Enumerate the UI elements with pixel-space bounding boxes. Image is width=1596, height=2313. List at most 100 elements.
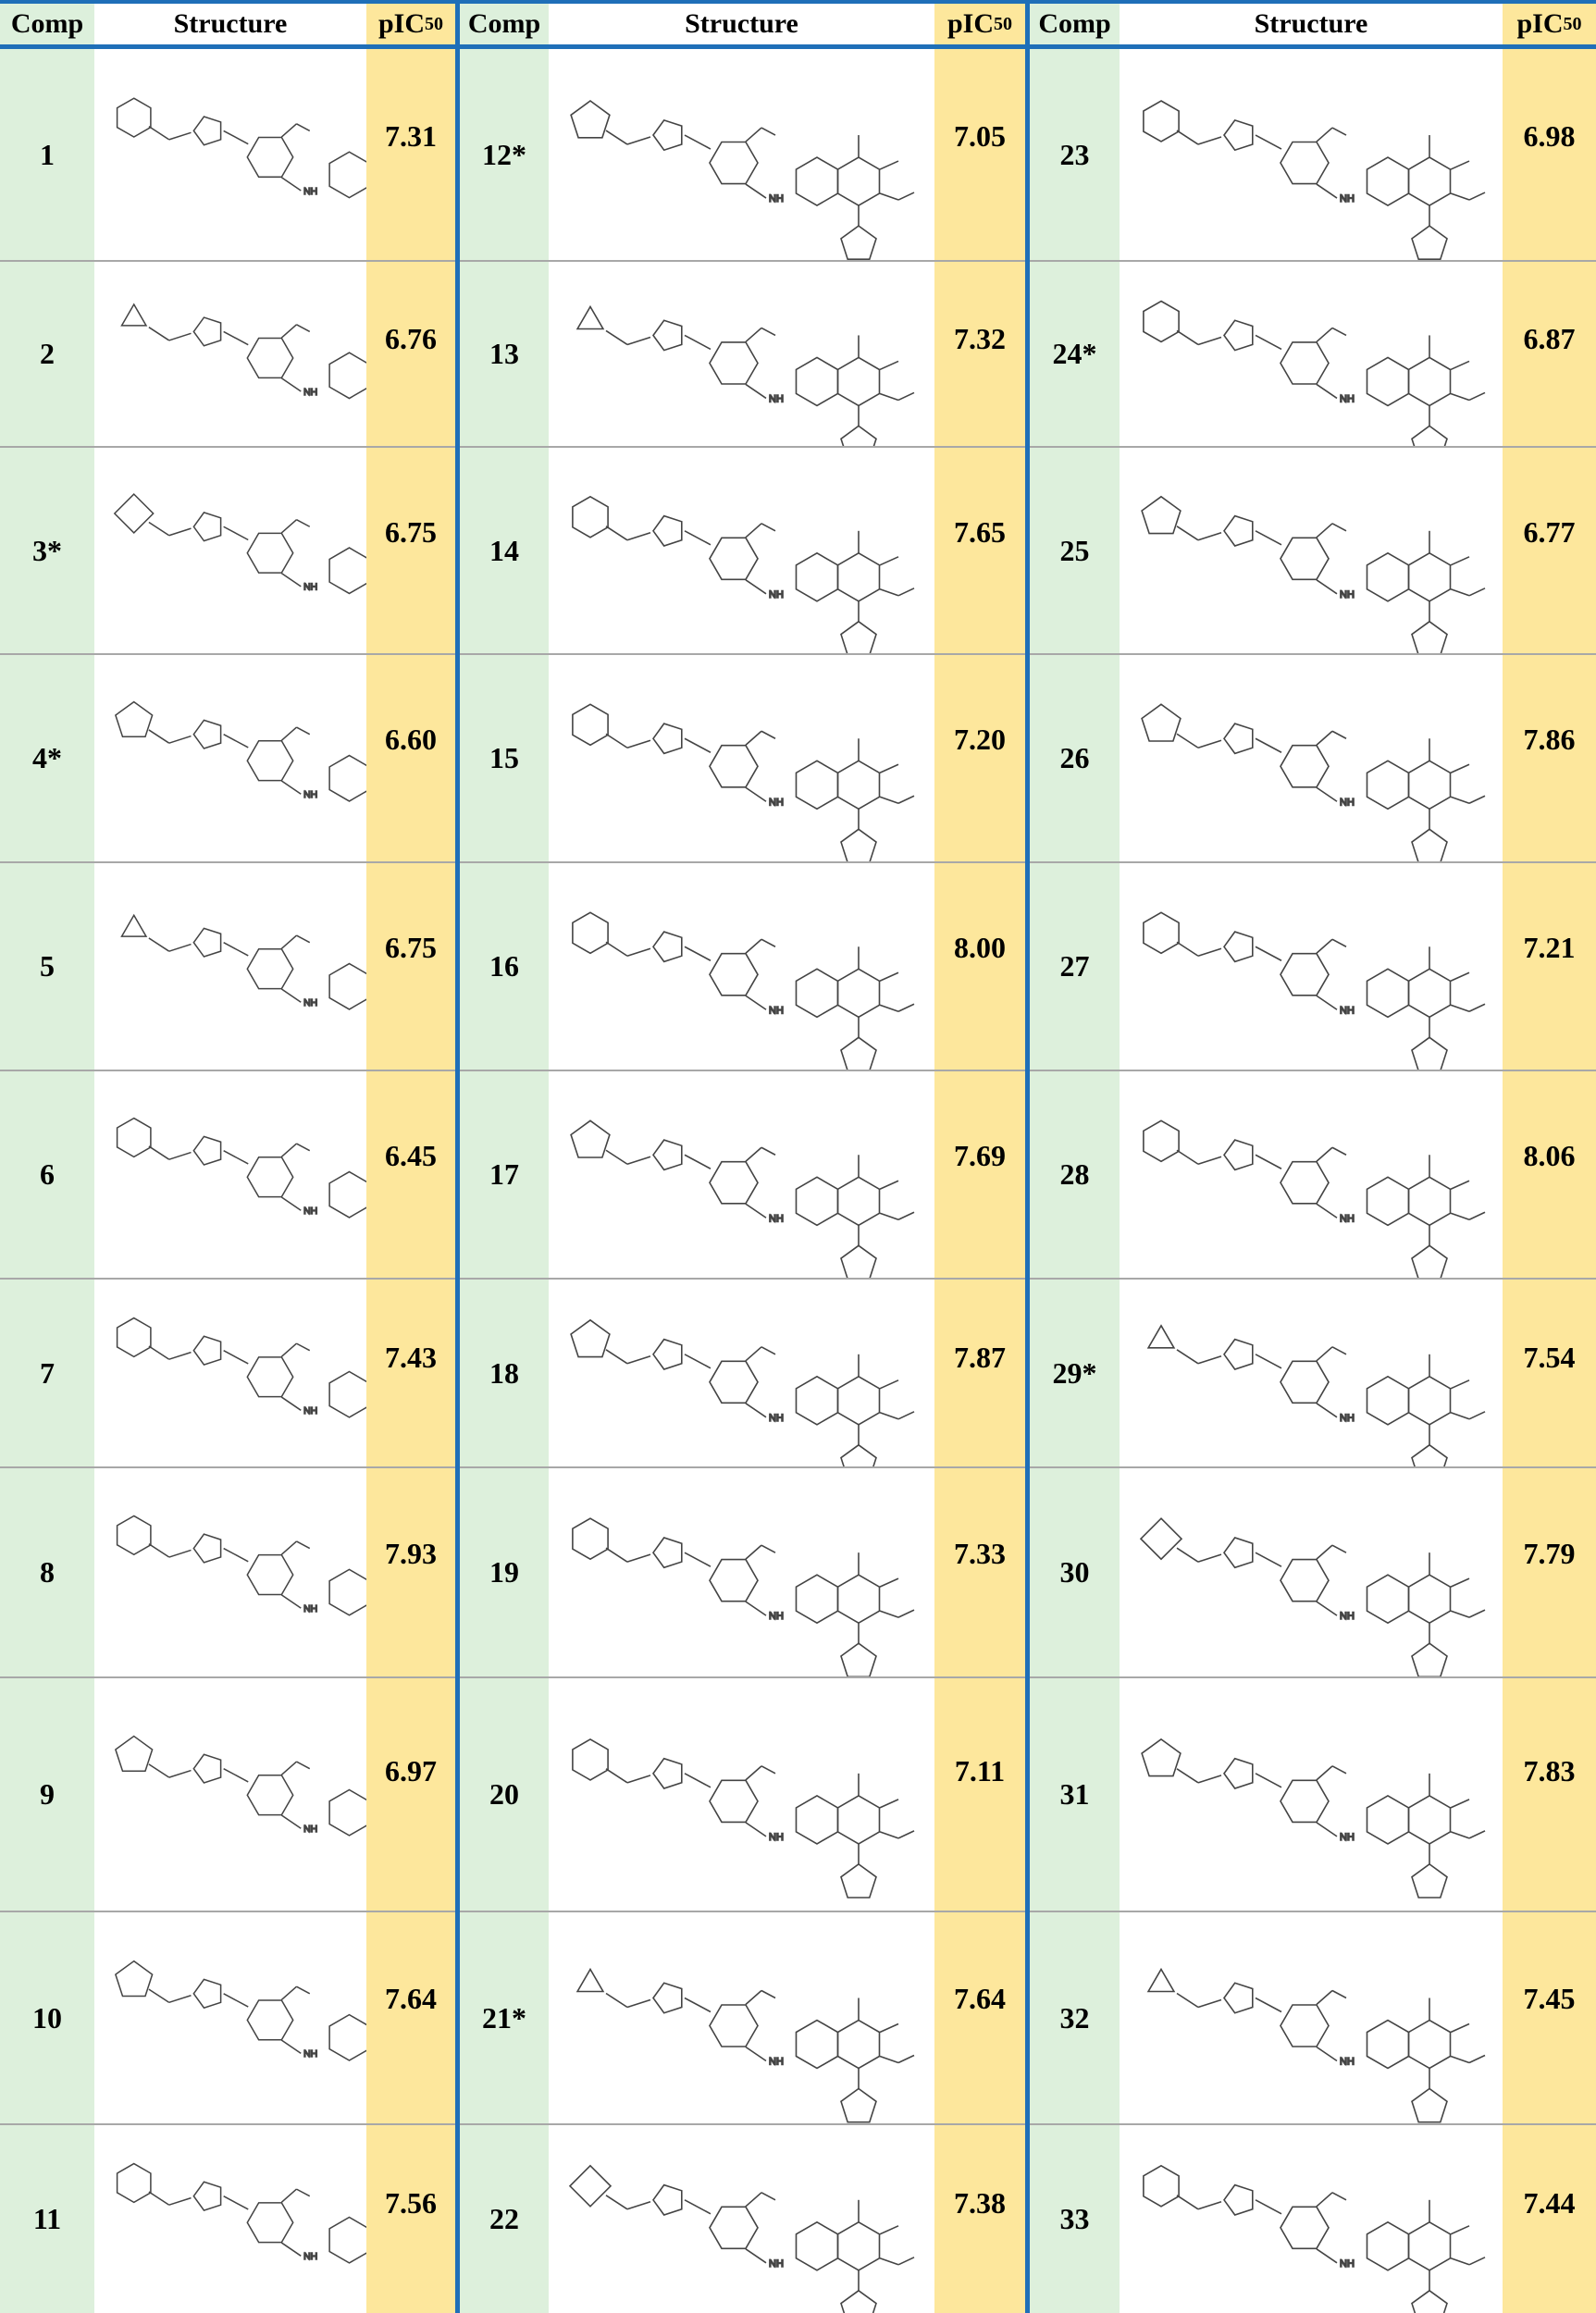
structure-image: NH [1120,261,1503,447]
comp-number: 14 [489,533,519,567]
row-divider [1030,861,1596,863]
pic50-value: 7.21 [1523,931,1576,964]
svg-text:NH: NH [769,1832,784,1843]
pic50-value: 7.64 [385,1982,437,2015]
comp-number: 18 [489,1355,519,1390]
header-comp-3: Comp [1038,8,1111,39]
row-divider [460,2123,1025,2125]
row-divider [460,1070,1025,1071]
comp-column-bg-2 [460,0,549,2313]
molecule-drawing: NH [115,700,366,802]
section-divider-1 [455,0,460,2313]
row-divider [460,260,1025,262]
structure-image: NH [1120,654,1503,862]
comp-number: 26 [1059,741,1090,774]
pic50-value: 7.32 [954,322,1006,355]
svg-text:NH: NH [1340,2057,1355,2068]
svg-text:NH: NH [303,998,317,1008]
molecule-drawing: NH [572,1738,915,1899]
structure-image: NH [549,261,934,447]
header-pic50-2: pIC 50 [946,8,1013,39]
svg-text:NH: NH [303,2252,317,2262]
svg-text:NH: NH [769,1611,784,1622]
structure-image: NH [549,862,934,1070]
row-divider [460,1911,1025,1912]
pic50-value: 6.87 [1523,322,1576,355]
pic50-value: 7.93 [385,1537,437,1570]
comp-number: 19 [489,1555,519,1589]
structure-image: NH [94,1467,366,1677]
structure-image: NH [94,1070,366,1279]
structure-image: NH [1120,1467,1503,1677]
pic50-value: 6.75 [385,931,437,964]
pic50-column-bg-2 [934,0,1025,2313]
comp-number: 27 [1059,949,1090,983]
structure-image: NH [94,654,366,862]
molecule-drawing: NH [115,1960,366,2061]
header-pic50-3: pIC 50 [1516,8,1582,39]
row-divider [1030,653,1596,655]
svg-text:NH: NH [1340,1213,1355,1224]
pic50-value: 7.20 [954,723,1006,756]
comp-number: 25 [1059,533,1090,567]
structure-image: NH [549,654,934,862]
pic50-value: 6.75 [385,515,437,549]
svg-text:NH: NH [303,1604,317,1614]
header-structure-1: Structure [173,8,288,39]
structure-image: NH [1120,447,1503,654]
header-pic50-1: pIC 50 [377,8,444,39]
svg-text:NH: NH [303,1824,317,1835]
structure-image: NH [549,1279,934,1467]
row-divider [0,861,455,863]
section-divider-2 [1025,0,1030,2313]
pic50-value: 7.45 [1523,1982,1576,2015]
comp-number: 21* [482,2000,526,2035]
comp-number: 16 [489,949,519,983]
molecule-drawing: NH [120,913,366,1010]
molecule-drawing: NH [1141,703,1486,862]
structure-image: NH [94,1279,366,1467]
svg-text:NH: NH [303,1406,317,1416]
row-divider [1030,260,1596,262]
header-structure-2: Structure [685,8,798,39]
molecule-drawing: NH [572,495,915,654]
molecule-drawing: NH [572,703,915,862]
svg-text:NH: NH [1340,1413,1355,1424]
table-header: Comp Structure pIC 50 Comp Structure pIC 5… [0,0,1596,48]
comp-number: 7 [40,1355,55,1390]
molecule-drawing: NH [572,911,915,1070]
molecule-drawing: NH [572,1517,915,1677]
structure-image: NH [94,1677,366,1911]
molecule-drawing: NH [568,2164,915,2313]
molecule-drawing: NH [115,1735,366,1837]
row-divider [1030,1278,1596,1280]
svg-text:NH: NH [1340,1005,1355,1016]
svg-text:NH: NH [303,388,317,398]
pic50-value: 7.87 [954,1341,1006,1374]
row-divider [460,1466,1025,1468]
header-border [0,44,1596,49]
pic50-value: 7.33 [954,1537,1006,1570]
row-divider [1030,1070,1596,1071]
comp-number: 2 [40,337,55,370]
pic50-value: 6.98 [1523,119,1576,153]
pic50-value: 8.06 [1523,1139,1576,1172]
molecule-drawing: NH [1146,1967,1486,2123]
pic50-value: 7.31 [385,119,437,153]
structure-image: NH [549,1467,934,1677]
comp-number: 31 [1059,1777,1090,1811]
pic50-value: 7.43 [385,1341,437,1374]
pic50-value: 7.83 [1523,1754,1576,1787]
row-divider [1030,1676,1596,1678]
row-divider [1030,1911,1596,1912]
structure-image: NH [94,862,366,1070]
svg-text:NH: NH [303,187,317,197]
comp-number: 33 [1059,2201,1090,2235]
comp-column-bg-3 [1030,0,1120,2313]
comp-number: 4* [32,741,62,774]
structure-image: NH [94,261,366,447]
pic50-value: 6.60 [385,723,437,756]
row-divider [0,446,455,448]
pic50-value: 7.86 [1523,723,1576,756]
pic50-value: 6.45 [385,1139,437,1172]
